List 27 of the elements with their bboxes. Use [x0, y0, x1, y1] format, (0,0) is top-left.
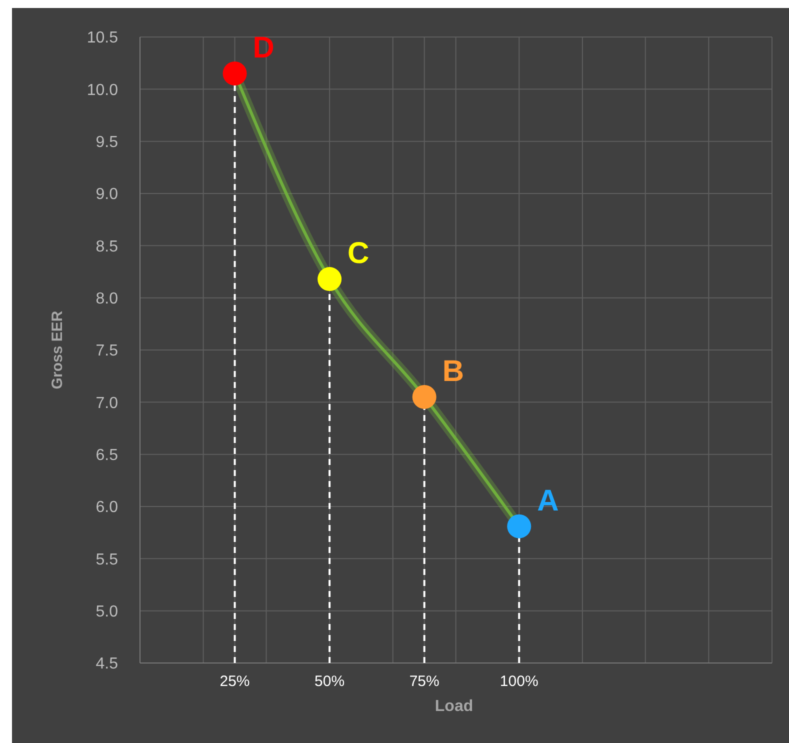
point — [222, 62, 247, 86]
y-tick-label: 6.0 — [96, 499, 118, 516]
y-tick-label: 4.5 — [96, 656, 118, 673]
point — [318, 267, 342, 292]
y-axis-title: Gross EER — [49, 310, 66, 390]
data-label: D — [252, 32, 274, 65]
data-label: B — [442, 354, 464, 388]
y-tick-label: 7.5 — [96, 342, 118, 360]
y-tick-label: 6.5 — [96, 446, 118, 464]
y-tick-label: 10.0 — [86, 82, 118, 99]
y-tick-label: 7.0 — [96, 394, 118, 412]
y-tick-label: 5.5 — [96, 551, 118, 568]
y-tick-label: 9.5 — [96, 134, 118, 151]
x-tick-label: 25% — [220, 673, 250, 690]
y-tick-label: 9.0 — [96, 186, 118, 204]
point — [507, 514, 532, 538]
y-tick-label: 8.0 — [96, 290, 118, 308]
x-tick-label: 100% — [500, 673, 538, 690]
x-axis-title: Load — [434, 698, 474, 715]
data-label: C — [348, 237, 370, 270]
x-tick-label: 50% — [314, 673, 345, 690]
y-tick-label: 8.5 — [96, 238, 118, 256]
x-tick-label: 75% — [409, 673, 440, 690]
y-tick-label: 5.0 — [96, 603, 118, 620]
y-tick-label: 10.5 — [86, 30, 118, 47]
data-label: A — [537, 484, 559, 518]
point — [412, 384, 436, 409]
